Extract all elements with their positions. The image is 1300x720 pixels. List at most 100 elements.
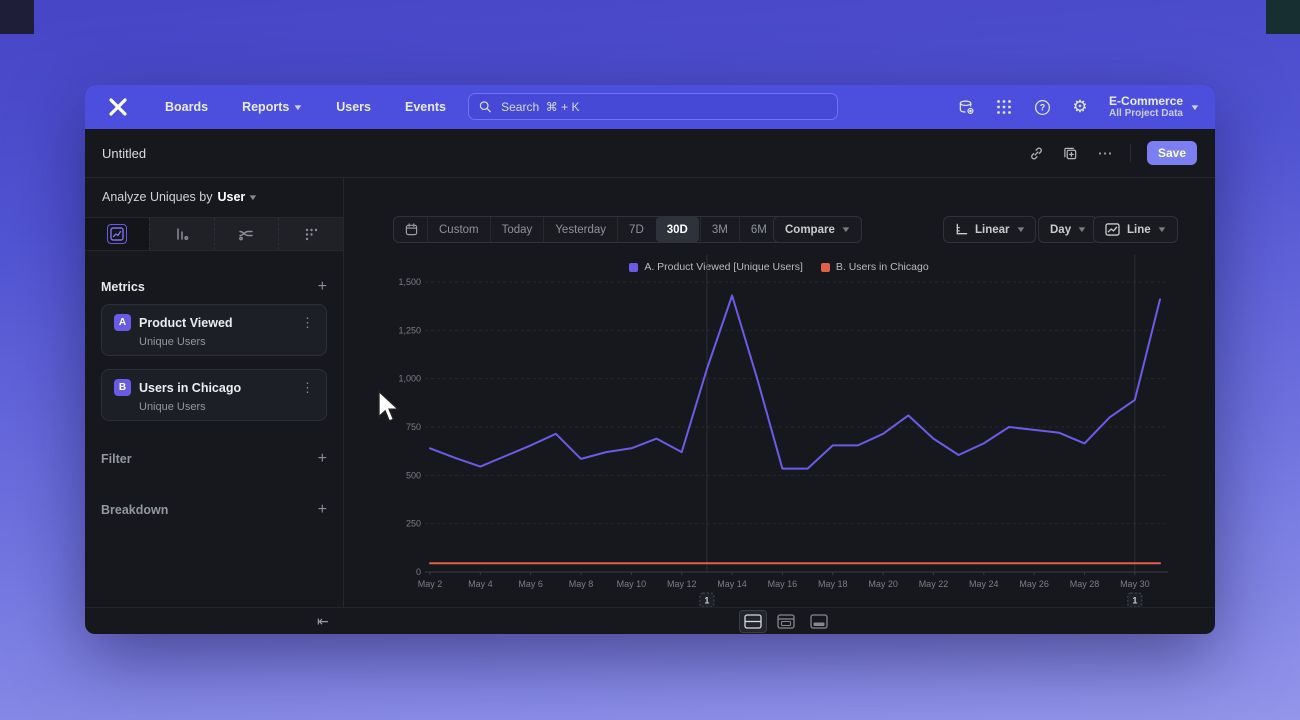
compare-button[interactable]: Compare ▼ <box>773 216 862 243</box>
chevron-down-icon: ▼ <box>1014 225 1027 234</box>
nav-item-events[interactable]: Events <box>405 100 446 114</box>
collapse-sidebar-icon[interactable]: ⇤ <box>317 613 329 629</box>
y-axis-tick: 0 <box>416 567 421 577</box>
y-axis-tick: 250 <box>406 519 421 529</box>
layout-option-panel-bottom[interactable] <box>805 610 833 633</box>
x-axis-tick: May 16 <box>768 579 798 589</box>
add-metric-button[interactable]: + <box>317 278 327 295</box>
x-axis-tick: May 2 <box>418 579 443 589</box>
add-filter-button[interactable]: + <box>317 450 327 467</box>
x-axis-tick: May 22 <box>919 579 949 589</box>
chevron-down-icon: ▼ <box>840 225 852 234</box>
legend-item[interactable]: A. Product Viewed [Unique Users] <box>629 261 803 273</box>
divider <box>1129 144 1131 162</box>
svg-text:?: ? <box>1039 102 1044 112</box>
project-subtitle: All Project Data <box>1109 107 1183 119</box>
duplicate-icon[interactable] <box>1062 144 1080 162</box>
chevron-down-icon: ▼ <box>1189 102 1201 112</box>
tab-insights[interactable] <box>85 218 149 250</box>
range-today[interactable]: Today <box>489 217 544 242</box>
help-icon[interactable]: ? <box>1033 98 1051 116</box>
date-range-control: CustomTodayYesterday7D30D3M6M12M <box>393 216 825 243</box>
chart-type-label: Line <box>1127 223 1151 236</box>
y-axis-tick: 1,000 <box>398 374 421 384</box>
filter-label: Filter <box>101 452 132 466</box>
data-management-icon[interactable] <box>957 98 975 116</box>
legend-swatch <box>629 262 639 272</box>
series-line[interactable] <box>429 294 1161 470</box>
project-selector[interactable]: E-Commerce All Project Data ▼ <box>1109 93 1201 120</box>
metric-card-b[interactable]: B Users in Chicago ⋮ Unique Users <box>101 369 327 421</box>
search-input[interactable] <box>499 98 827 115</box>
nav-label: Events <box>404 100 446 114</box>
tab-retention[interactable] <box>278 218 343 250</box>
scale-selector[interactable]: Linear ▼ <box>943 216 1037 243</box>
kebab-menu-icon[interactable]: ⋮ <box>301 379 314 395</box>
breakdown-section-header: Breakdown + <box>101 501 327 518</box>
x-axis-tick: May 4 <box>468 579 493 589</box>
report-title[interactable]: Untitled <box>102 145 147 161</box>
metric-badge: A <box>114 314 131 331</box>
nav-item-reports[interactable]: Reports ▼ <box>242 100 304 114</box>
interval-selector[interactable]: Day ▼ <box>1038 216 1099 243</box>
window-footer: ⇤ <box>85 607 1215 634</box>
project-name: E-Commerce <box>1109 93 1184 108</box>
range-3m[interactable]: 3M <box>699 217 739 242</box>
range-30d[interactable]: 30D <box>655 217 699 242</box>
save-button[interactable]: Save <box>1146 141 1197 165</box>
settings-gear-icon[interactable]: ⚙ <box>1072 97 1088 116</box>
range-custom[interactable]: Custom <box>427 217 490 242</box>
layout-option-panel-top[interactable] <box>772 610 800 633</box>
x-axis-tick: May 18 <box>818 579 848 589</box>
x-axis-tick: May 10 <box>617 579 647 589</box>
mixpanel-logo-icon[interactable] <box>107 97 129 117</box>
background-corner <box>0 0 34 34</box>
chart-legend: A. Product Viewed [Unique Users] B. Users… <box>343 261 1215 273</box>
range-yesterday[interactable]: Yesterday <box>543 217 617 242</box>
chevron-down-icon: ▼ <box>247 192 259 202</box>
range-7d[interactable]: 7D <box>617 217 655 242</box>
calendar-icon[interactable] <box>394 223 427 236</box>
chart-type-selector[interactable]: Line ▼ <box>1093 216 1178 243</box>
more-options-icon[interactable]: ⋯ <box>1097 145 1113 162</box>
y-axis-tick: 1,500 <box>398 277 421 287</box>
range-6m[interactable]: 6M <box>738 217 778 242</box>
copy-link-icon[interactable] <box>1028 144 1046 162</box>
nav-item-users[interactable]: Users <box>336 100 371 114</box>
metrics-section-header: Metrics + <box>101 278 327 295</box>
legend-label: A. Product Viewed [Unique Users] <box>644 261 803 273</box>
analyze-selector[interactable]: Analyze Uniques by User ▼ <box>85 177 343 218</box>
app-window: Boards Reports ▼ Users Events <box>85 85 1215 634</box>
add-breakdown-button[interactable]: + <box>317 501 327 518</box>
y-axis-tick: 1,250 <box>398 325 421 335</box>
scale-label: Linear <box>975 223 1010 236</box>
metric-card-a[interactable]: A Product Viewed ⋮ Unique Users <box>101 304 327 356</box>
legend-label: B. Users in Chicago <box>835 261 929 273</box>
apps-grid-icon[interactable] <box>995 98 1013 116</box>
y-axis-tick: 750 <box>406 422 421 432</box>
nav-item-boards[interactable]: Boards <box>165 100 208 114</box>
layout-option-split-rows[interactable] <box>739 610 767 633</box>
chart-controls: CustomTodayYesterday7D30D3M6M12M Compare… <box>343 216 1215 243</box>
metrics-label: Metrics <box>101 280 145 294</box>
nav-label: Reports <box>242 100 290 114</box>
metric-subtype: Unique Users <box>139 336 206 348</box>
line-chart: 0 250 500 750 1,000 1,250 1,500 May 2 May 4 May 6… <box>398 255 1168 608</box>
kebab-menu-icon[interactable]: ⋮ <box>301 314 314 330</box>
query-sidebar: Analyze Uniques by User ▼ <box>85 177 344 608</box>
chevron-down-icon: ▼ <box>1156 225 1168 234</box>
metric-name: Users in Chicago <box>139 380 242 395</box>
annotation-badge-label: 1 <box>1132 596 1137 606</box>
legend-item[interactable]: B. Users in Chicago <box>820 261 929 273</box>
filter-section-header: Filter + <box>101 450 327 467</box>
x-axis-tick: May 14 <box>717 579 747 589</box>
report-title-bar: Untitled ⋯ Save <box>85 129 1215 178</box>
tab-funnels[interactable] <box>148 218 214 250</box>
line-chart-icon <box>1105 223 1120 236</box>
analyze-value: User <box>217 190 246 204</box>
search-bar[interactable] <box>468 93 838 120</box>
legend-swatch <box>820 262 830 272</box>
tab-flows[interactable] <box>213 218 279 250</box>
analyze-prefix: Analyze Uniques by <box>102 190 213 204</box>
